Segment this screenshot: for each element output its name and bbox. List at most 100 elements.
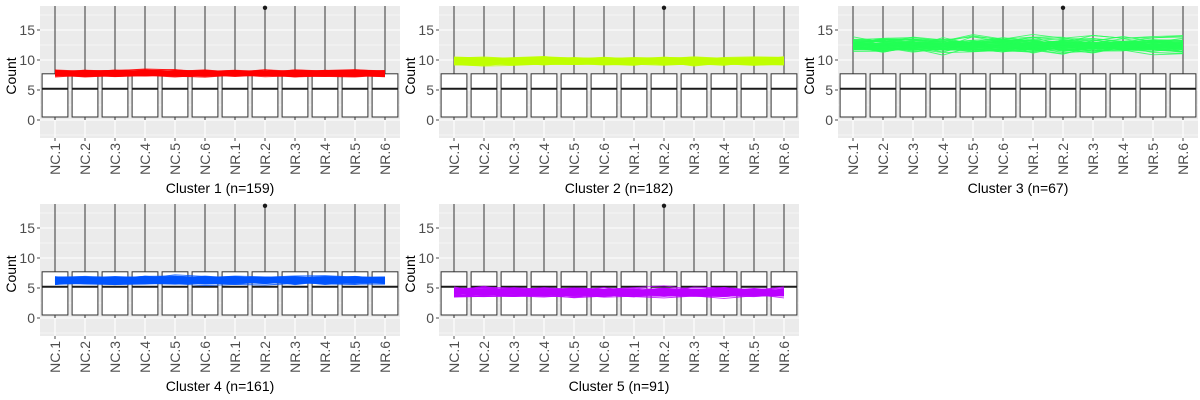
plot-background bbox=[439, 204, 799, 336]
x-tick-label: NR.1 bbox=[626, 341, 642, 373]
y-tick-label: 5 bbox=[27, 280, 35, 296]
box-iqr bbox=[989, 73, 1017, 118]
profile-line bbox=[54, 280, 386, 286]
box-iqr bbox=[560, 73, 588, 118]
x-tick-label: NC.3 bbox=[107, 341, 123, 373]
x-tick-label: NR.2 bbox=[257, 143, 273, 175]
box-iqr bbox=[440, 73, 468, 118]
y-tick-label: 10 bbox=[19, 250, 35, 266]
x-axis-label: Cluster 1 (n=159) bbox=[166, 180, 275, 196]
x-tick-label: NR.3 bbox=[287, 143, 303, 175]
y-tick-label: 15 bbox=[19, 22, 35, 38]
x-axis-label: Cluster 3 (n=67) bbox=[968, 180, 1069, 196]
x-tick-label: NR.4 bbox=[1115, 143, 1131, 175]
box-iqr bbox=[251, 73, 279, 118]
x-tick-label: NC.4 bbox=[536, 341, 552, 373]
box-iqr bbox=[221, 73, 249, 118]
y-tick-label: 0 bbox=[426, 310, 434, 326]
x-tick-label: NR.2 bbox=[656, 143, 672, 175]
x-tick-label: NC.3 bbox=[905, 143, 921, 175]
x-tick-label: NC.6 bbox=[197, 341, 213, 373]
x-tick-label: NC.2 bbox=[476, 143, 492, 175]
profile-line bbox=[453, 59, 785, 64]
x-tick-label: NC.4 bbox=[137, 341, 153, 373]
box-iqr bbox=[650, 73, 678, 118]
profile-line bbox=[852, 38, 1184, 45]
boxplots bbox=[41, 5, 399, 120]
y-axis-label: Count bbox=[3, 57, 19, 94]
box-iqr bbox=[500, 73, 528, 118]
box-iqr bbox=[1049, 73, 1077, 118]
boxplot-NC.6 bbox=[191, 6, 219, 120]
x-tick-label: NR.6 bbox=[1175, 143, 1191, 175]
box-iqr bbox=[590, 73, 618, 118]
x-tick-label: NC.4 bbox=[137, 143, 153, 175]
profile-line bbox=[852, 45, 1184, 54]
x-tick-label: NR.3 bbox=[287, 341, 303, 373]
profile-lines bbox=[453, 285, 785, 299]
profile-line bbox=[852, 45, 1184, 54]
box-iqr bbox=[929, 73, 957, 118]
minor-gridlines bbox=[40, 212, 400, 334]
boxplot-NC.5 bbox=[560, 6, 588, 120]
x-tick-label: NC.2 bbox=[476, 341, 492, 373]
x-axis: NC.1 NC.2 NC.3 NC.4 NC.5 NC.6 NR.1 NR.2 NR.3 NR.4… bbox=[446, 138, 792, 196]
box-iqr bbox=[620, 73, 648, 118]
x-tick-label: NR.3 bbox=[686, 341, 702, 373]
box-iqr bbox=[131, 73, 159, 118]
y-tick-label: 10 bbox=[817, 52, 833, 68]
x-tick-label: NC.6 bbox=[995, 143, 1011, 175]
plot-background bbox=[838, 6, 1198, 138]
x-axis-label: Cluster 4 (n=161) bbox=[166, 378, 275, 394]
boxplot-NR.3 bbox=[680, 6, 708, 120]
x-tick-label: NC.1 bbox=[845, 143, 861, 175]
box-iqr bbox=[740, 73, 768, 118]
x-tick-label: NC.4 bbox=[935, 143, 951, 175]
x-axis: NC.1 NC.2 NC.3 NC.4 NC.5 NC.6 NR.1 NR.2 NR.3 NR.4… bbox=[47, 336, 393, 394]
boxplot-NR.1 bbox=[620, 6, 648, 120]
x-tick-label: NC.5 bbox=[965, 143, 981, 175]
boxplot-NR.1 bbox=[221, 6, 249, 120]
boxplot-NR.4 bbox=[311, 6, 339, 120]
box-iqr bbox=[41, 73, 69, 118]
profile-lines bbox=[453, 56, 785, 67]
boxplot-NR.6 bbox=[371, 6, 399, 120]
plot-background bbox=[40, 204, 400, 336]
x-tick-label: NC.6 bbox=[596, 341, 612, 373]
box-iqr bbox=[839, 73, 867, 118]
box-iqr bbox=[869, 73, 897, 118]
boxplot-NC.4 bbox=[929, 6, 957, 120]
y-axis-label: Count bbox=[402, 255, 418, 292]
y-tick-label: 10 bbox=[418, 250, 434, 266]
y-axis-label: Count bbox=[801, 57, 817, 94]
box-iqr bbox=[71, 73, 99, 118]
x-tick-label: NR.2 bbox=[257, 341, 273, 373]
x-tick-label: NC.2 bbox=[77, 143, 93, 175]
x-tick-label: NC.6 bbox=[596, 143, 612, 175]
y-tick-label: 5 bbox=[27, 82, 35, 98]
y-tick-label: 0 bbox=[27, 310, 35, 326]
x-tick-label: NC.3 bbox=[107, 143, 123, 175]
minor-gridlines bbox=[439, 14, 799, 136]
boxplot-NC.2 bbox=[470, 6, 498, 120]
boxplot-NC.3 bbox=[101, 6, 129, 120]
x-tick-label: NC.5 bbox=[566, 341, 582, 373]
boxplot-NR.3 bbox=[281, 6, 309, 120]
y-tick-label: 15 bbox=[19, 220, 35, 236]
profile-line bbox=[54, 278, 386, 284]
x-tick-label: NR.3 bbox=[686, 143, 702, 175]
y-tick-label: 0 bbox=[27, 112, 35, 128]
x-tick-label: NC.3 bbox=[506, 143, 522, 175]
box-iqr bbox=[101, 73, 129, 118]
boxplot-NC.1 bbox=[839, 6, 867, 120]
x-axis: NC.1 NC.2 NC.3 NC.4 NC.5 NC.6 NR.1 NR.2 NR.3 NR.4… bbox=[845, 138, 1191, 196]
box-iqr bbox=[281, 73, 309, 118]
box-iqr bbox=[371, 73, 399, 118]
y-tick-label: 15 bbox=[418, 220, 434, 236]
boxplot-NC.3 bbox=[899, 6, 927, 120]
boxplot-NC.4 bbox=[131, 6, 159, 120]
y-axis-label: Count bbox=[3, 255, 19, 292]
